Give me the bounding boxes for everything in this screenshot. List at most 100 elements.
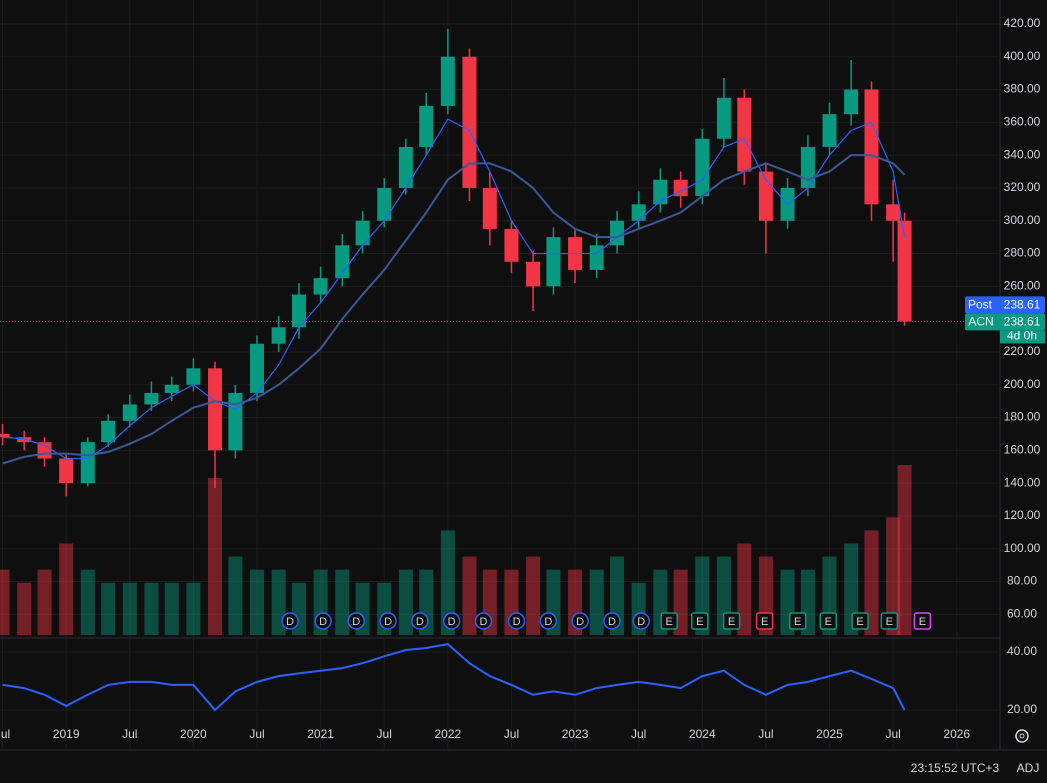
candle-body bbox=[164, 384, 179, 393]
volume-bar bbox=[335, 569, 350, 635]
volume-bar bbox=[228, 556, 243, 635]
volume-bar bbox=[844, 543, 859, 635]
candle-body bbox=[208, 368, 223, 451]
volume-bar bbox=[37, 569, 52, 635]
event-marker bbox=[755, 612, 774, 630]
volume-bar bbox=[186, 582, 201, 635]
event-marker bbox=[722, 612, 741, 630]
candle-body bbox=[526, 261, 541, 287]
x-tick-label: 2019 bbox=[53, 727, 80, 741]
moving-average bbox=[2, 118, 906, 460]
volume-bar bbox=[897, 465, 912, 635]
volume-bar bbox=[398, 569, 413, 635]
adjustment-toggle[interactable]: ADJ bbox=[1017, 761, 1040, 775]
moving-average bbox=[2, 154, 906, 465]
volume-bar bbox=[164, 582, 179, 635]
event-marker bbox=[571, 612, 589, 630]
volume-bar bbox=[101, 582, 116, 635]
event-label: D bbox=[416, 616, 424, 628]
candle-body bbox=[17, 437, 32, 443]
symbol-label: ACN bbox=[968, 315, 993, 329]
candle-body bbox=[822, 114, 837, 147]
volume-bar bbox=[462, 556, 477, 635]
volume-bar bbox=[886, 517, 901, 635]
event-marker bbox=[281, 612, 299, 630]
x-tick-label: 2024 bbox=[689, 727, 716, 741]
candle-body bbox=[377, 187, 392, 221]
candle-body bbox=[101, 420, 116, 443]
volume-bar bbox=[589, 569, 604, 635]
event-marker bbox=[603, 612, 621, 630]
y-tick-label: 80.00 bbox=[1007, 574, 1037, 588]
event-marker bbox=[539, 612, 558, 630]
post-label-box bbox=[965, 296, 1045, 314]
event-label: D bbox=[608, 616, 616, 628]
y-tick-label: 200.00 bbox=[1004, 377, 1041, 391]
event-marker bbox=[379, 612, 397, 630]
event-marker bbox=[507, 612, 526, 630]
event-label: E bbox=[856, 616, 863, 628]
event-label: E bbox=[728, 616, 735, 628]
last-price: 238.61 bbox=[1004, 315, 1041, 329]
candle-body bbox=[695, 138, 710, 197]
candle-body bbox=[186, 368, 201, 385]
event-marker bbox=[411, 612, 429, 630]
x-tick-label: Jul bbox=[631, 727, 646, 741]
candle-body bbox=[546, 237, 561, 287]
x-tick-label: Jul bbox=[758, 727, 773, 741]
event-marker bbox=[474, 612, 493, 630]
candle-body bbox=[653, 179, 668, 205]
candle-body bbox=[886, 204, 901, 221]
candle-body bbox=[0, 433, 10, 438]
volume-bar bbox=[17, 582, 32, 635]
y-tick-label: 380.00 bbox=[1004, 82, 1041, 96]
candle-body bbox=[144, 392, 159, 405]
x-tick-label: Jul bbox=[249, 727, 264, 741]
event-label: D bbox=[479, 616, 487, 628]
settings-gear[interactable] bbox=[1015, 729, 1029, 743]
x-tick-label: Jul bbox=[122, 727, 137, 741]
event-marker bbox=[660, 612, 678, 630]
event-marker bbox=[442, 612, 461, 630]
event-label: D bbox=[352, 616, 360, 628]
volume-bar bbox=[59, 543, 74, 635]
settings-gear-center[interactable] bbox=[1019, 733, 1025, 739]
candle-body bbox=[844, 89, 859, 115]
candle-body bbox=[335, 245, 350, 279]
y-tick-label: 120.00 bbox=[1004, 508, 1041, 522]
x-tick-label: 2025 bbox=[816, 727, 843, 741]
event-label: D bbox=[544, 616, 552, 628]
x-tick-label: Jul bbox=[377, 727, 392, 741]
volume-bar bbox=[526, 556, 541, 635]
x-tick-label: Jul bbox=[885, 727, 900, 741]
candle-body bbox=[504, 228, 519, 262]
event-label: E bbox=[825, 616, 832, 628]
event-marker bbox=[913, 612, 932, 630]
candle-body bbox=[313, 278, 328, 295]
candle-body bbox=[482, 187, 497, 229]
volume-bar bbox=[249, 569, 264, 635]
event-marker bbox=[632, 612, 650, 630]
post-price: 238.61 bbox=[1004, 298, 1041, 312]
event-label: D bbox=[384, 616, 392, 628]
event-marker bbox=[851, 612, 869, 630]
event-marker bbox=[347, 612, 365, 630]
indicator-tick-label: 20.00 bbox=[1007, 702, 1037, 716]
candle-body bbox=[462, 56, 477, 188]
candle-body bbox=[80, 442, 95, 484]
candle-body bbox=[800, 146, 815, 188]
y-tick-label: 280.00 bbox=[1004, 246, 1041, 260]
candle-body bbox=[59, 458, 74, 484]
x-tick-label: Jul bbox=[0, 727, 10, 741]
volume-bar bbox=[122, 582, 137, 635]
y-tick-label: 360.00 bbox=[1004, 115, 1041, 129]
indicator-line bbox=[2, 643, 906, 712]
post-label: Post bbox=[968, 298, 993, 312]
settings-icon[interactable] bbox=[1015, 729, 1029, 743]
candle-body bbox=[355, 220, 370, 246]
symbol-label-box bbox=[965, 313, 1045, 331]
candle-body bbox=[673, 179, 688, 197]
y-tick-label: 160.00 bbox=[1004, 443, 1041, 457]
